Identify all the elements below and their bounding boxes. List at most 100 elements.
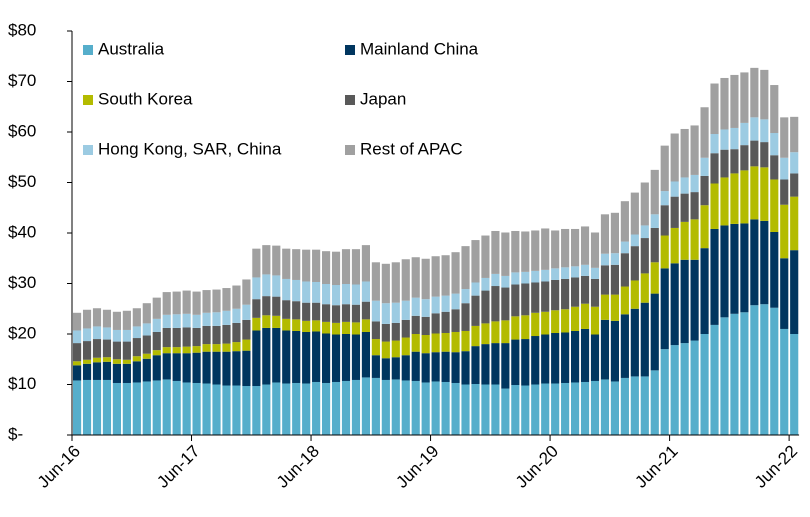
bar-segment (491, 384, 500, 435)
bar-segment (561, 228, 570, 268)
bar-segment (331, 322, 341, 335)
bar-segment (441, 351, 450, 382)
bar-segment (252, 299, 261, 318)
bar-segment (590, 380, 600, 435)
legend-swatch (83, 95, 93, 105)
bar-segment (182, 353, 191, 383)
legend-label: Mainland China (360, 39, 479, 58)
bar-segment (491, 343, 500, 385)
bar-segment (730, 223, 739, 314)
bar-segment (561, 267, 570, 279)
y-tick-label: $70 (8, 71, 36, 90)
bar-segment (242, 386, 251, 435)
bar-segment (222, 351, 231, 386)
bar-segment (561, 309, 570, 333)
bar-segment (521, 339, 530, 386)
bar-segment (461, 289, 470, 304)
bar-segment (590, 334, 600, 381)
bar-segment (511, 385, 520, 435)
bar-segment (750, 166, 759, 220)
bar-segment (312, 249, 321, 282)
bar-segment (341, 304, 351, 322)
bar-segment (620, 286, 629, 315)
bar-segment (182, 382, 191, 435)
bar-segment (112, 363, 121, 383)
bar-segment (740, 122, 749, 146)
bar-segment (232, 385, 241, 435)
bar-segment (690, 219, 699, 260)
bar-segment (351, 284, 361, 305)
bar-segment (341, 321, 351, 334)
bar-segment (82, 309, 92, 329)
bar-segment (152, 331, 161, 351)
bar-segment (610, 294, 619, 321)
bar-segment (660, 349, 669, 435)
bar-segment (531, 312, 540, 337)
bar-segment (441, 295, 450, 312)
bar-segment (162, 353, 171, 380)
bar-segment (371, 377, 380, 435)
bar-segment (371, 262, 380, 301)
bar-segment (272, 296, 281, 316)
bar-segment (730, 313, 739, 435)
bar-segment (112, 311, 121, 330)
bar-segment (511, 339, 520, 386)
bar-segment (790, 250, 799, 334)
bar-segment (441, 311, 450, 333)
bar-segment (421, 335, 430, 354)
y-tick-label: $80 (8, 20, 36, 39)
bar-segment (471, 325, 480, 347)
bar-segment (401, 259, 410, 301)
bar-segment (192, 314, 201, 328)
bar-segment (381, 323, 390, 342)
bar-segment (600, 214, 610, 254)
bar-segment (770, 179, 779, 232)
bar-segment (670, 345, 679, 435)
bar-segment (431, 296, 440, 314)
bar-segment (551, 310, 560, 333)
bar-segment (82, 341, 92, 360)
bar-segment (690, 340, 699, 435)
bar-segment (541, 269, 550, 282)
bar-segment (252, 386, 261, 435)
bar-segment (750, 305, 759, 435)
bar-segment (331, 381, 341, 435)
bar-segment (142, 381, 151, 435)
bar-segment (471, 295, 480, 326)
bar-segment (511, 316, 520, 340)
bar-segment (750, 117, 759, 141)
bar-segment (561, 278, 570, 310)
bar-segment (331, 334, 341, 382)
bar-segment (471, 282, 480, 296)
bar-segment (391, 322, 400, 341)
bar-segment (212, 325, 221, 345)
bar-segment (670, 133, 679, 182)
bar-segment (122, 329, 131, 342)
legend-label: South Korea (98, 89, 193, 108)
bar-segment (212, 344, 221, 352)
bar-segment (770, 307, 779, 435)
bar-segment (451, 382, 460, 435)
bar-segment (580, 381, 590, 435)
bar-segment (571, 330, 580, 383)
bar-segment (770, 231, 779, 308)
bar-segment (302, 320, 311, 332)
bar-segment (630, 376, 639, 435)
bar-segment (461, 330, 470, 352)
bar-segment (371, 339, 380, 356)
bar-segment (102, 357, 112, 362)
bar-segment (600, 379, 610, 435)
bar-segment (451, 331, 460, 353)
legend-swatch (83, 145, 93, 155)
bar-segment (670, 263, 679, 346)
bar-segment (361, 331, 370, 378)
bar-segment (92, 326, 102, 340)
bar-segment (102, 379, 112, 435)
bar-segment (162, 314, 171, 328)
y-tick-label: $20 (8, 323, 36, 342)
bar-segment (202, 383, 211, 435)
bar-segment (790, 173, 799, 197)
bar-segment (172, 380, 181, 435)
bar-segment (610, 381, 619, 435)
bar-segment (650, 370, 659, 435)
